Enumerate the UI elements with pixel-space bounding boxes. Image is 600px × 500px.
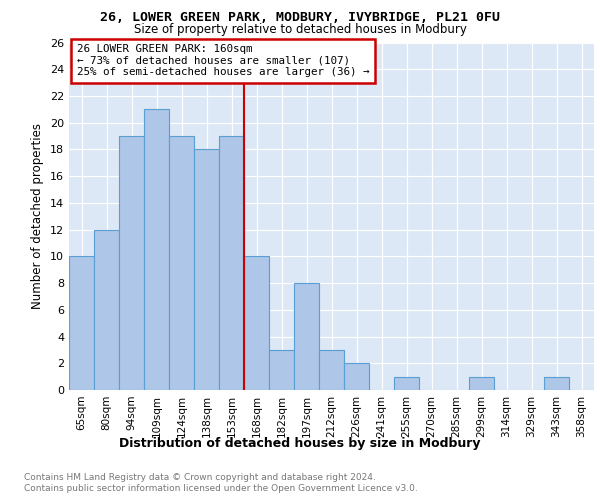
Bar (269, 350, 294, 390)
Text: 26, LOWER GREEN PARK, MODBURY, IVYBRIDGE, PL21 0FU: 26, LOWER GREEN PARK, MODBURY, IVYBRIDGE… (100, 11, 500, 24)
Bar (294, 283, 319, 390)
Text: Size of property relative to detached houses in Modbury: Size of property relative to detached ho… (134, 22, 466, 36)
Bar (144, 110, 169, 390)
Bar (169, 136, 194, 390)
Bar (69, 256, 94, 390)
Bar (219, 136, 244, 390)
Y-axis label: Number of detached properties: Number of detached properties (31, 123, 44, 309)
Text: Contains public sector information licensed under the Open Government Licence v3: Contains public sector information licen… (24, 484, 418, 493)
Bar (119, 136, 144, 390)
Text: Distribution of detached houses by size in Modbury: Distribution of detached houses by size … (119, 438, 481, 450)
Bar (319, 350, 344, 390)
Bar (394, 376, 419, 390)
Bar (194, 150, 219, 390)
Bar (544, 376, 569, 390)
Bar (344, 364, 369, 390)
Bar (94, 230, 119, 390)
Bar (244, 256, 269, 390)
Bar (469, 376, 494, 390)
Text: 26 LOWER GREEN PARK: 160sqm
← 73% of detached houses are smaller (107)
25% of se: 26 LOWER GREEN PARK: 160sqm ← 73% of det… (77, 44, 370, 78)
Text: Contains HM Land Registry data © Crown copyright and database right 2024.: Contains HM Land Registry data © Crown c… (24, 472, 376, 482)
